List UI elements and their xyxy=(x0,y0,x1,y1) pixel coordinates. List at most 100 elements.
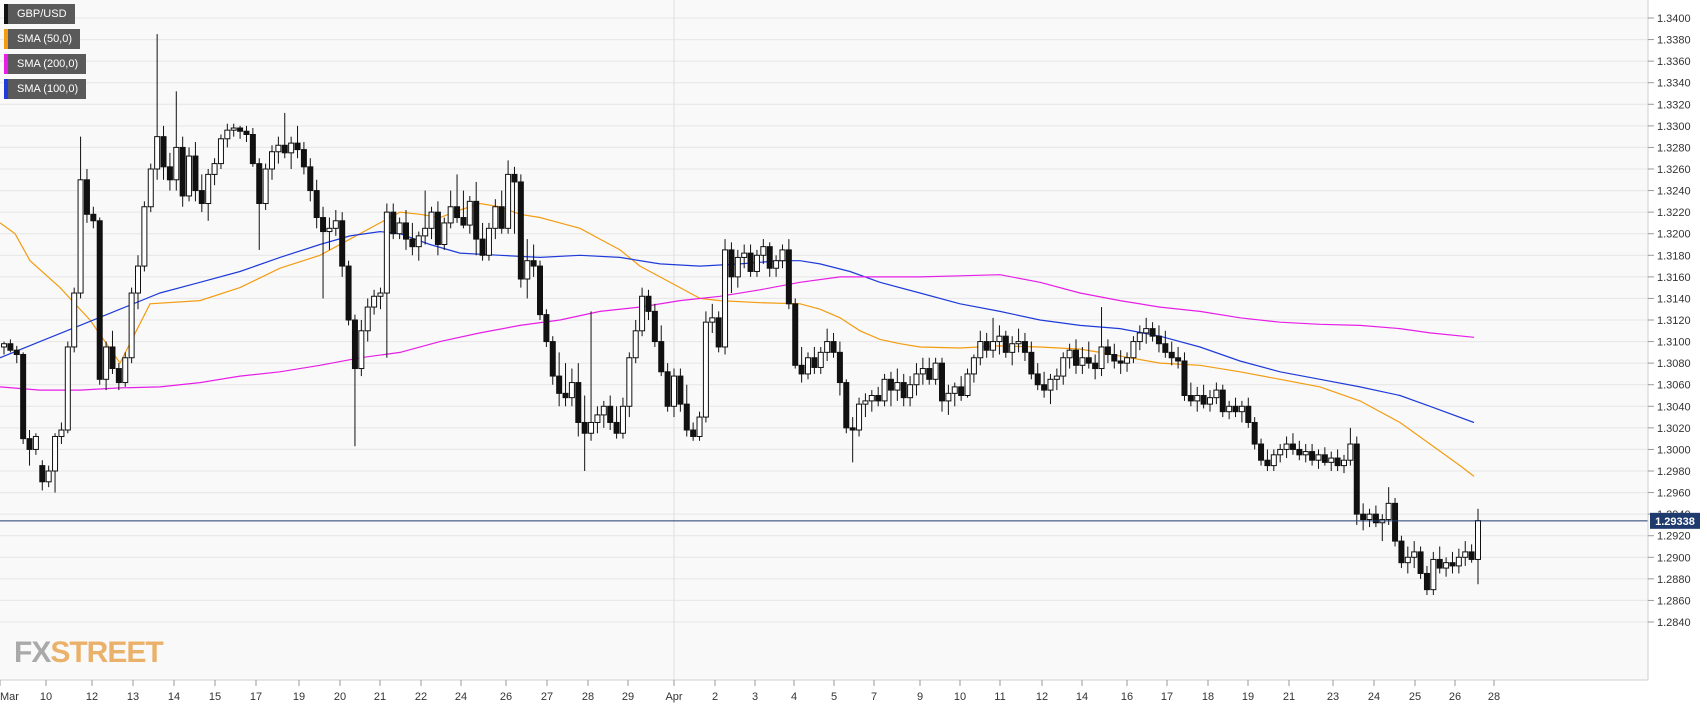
candle-body xyxy=(275,144,282,153)
candle-body xyxy=(383,211,390,294)
x-tick-label: 9 xyxy=(917,691,923,703)
candle-body xyxy=(1104,346,1111,356)
candle-body xyxy=(575,382,582,423)
candle-body xyxy=(1226,405,1233,413)
candle xyxy=(894,368,901,401)
candle-body xyxy=(862,400,869,405)
candle-body xyxy=(1034,373,1041,386)
candle-body xyxy=(607,405,614,423)
candle xyxy=(1366,508,1373,528)
legend-label: GBP/USD xyxy=(8,4,75,24)
candle xyxy=(805,352,811,380)
candle xyxy=(575,363,582,437)
candle-body xyxy=(1066,349,1073,359)
candle-body xyxy=(281,144,288,154)
candle xyxy=(39,460,46,491)
candle xyxy=(862,393,869,418)
candle-body xyxy=(1289,443,1296,450)
candle xyxy=(1251,417,1258,450)
candle xyxy=(96,217,103,385)
candle-body xyxy=(939,362,945,402)
candle xyxy=(1219,384,1226,418)
y-tick-label: 1.3220 xyxy=(1657,207,1691,219)
candle-body xyxy=(90,213,97,222)
candle-body xyxy=(345,265,352,321)
candle xyxy=(1073,339,1079,374)
candle xyxy=(696,411,703,441)
candle xyxy=(613,406,620,439)
candle-body xyxy=(543,314,550,343)
legend-item-gbpusd[interactable]: GBP/USD xyxy=(4,4,86,24)
candle xyxy=(230,123,237,137)
candle-body xyxy=(996,335,1003,343)
candle-body xyxy=(645,295,652,312)
candle xyxy=(753,249,760,277)
legend-item-sma-50[interactable]: SMA (50,0) xyxy=(4,29,86,49)
candle xyxy=(830,332,837,358)
candle-body xyxy=(868,395,875,402)
candle xyxy=(511,166,518,234)
candle xyxy=(26,430,33,466)
candle-body xyxy=(154,136,161,170)
y-tick-label: 1.3300 xyxy=(1657,121,1691,133)
x-tick-label: 15 xyxy=(209,691,221,703)
candle-body xyxy=(288,142,295,154)
candle xyxy=(1175,346,1182,369)
candle xyxy=(1111,343,1118,369)
candle xyxy=(300,142,307,175)
candle-body xyxy=(562,392,569,399)
candle xyxy=(1392,497,1399,547)
candle-body xyxy=(779,249,786,262)
candle-body xyxy=(594,414,601,423)
candles xyxy=(1,34,1481,596)
candle-body xyxy=(7,343,14,351)
candle xyxy=(147,163,154,213)
candle xyxy=(396,217,403,240)
candle xyxy=(485,222,492,261)
candle-body xyxy=(300,149,307,168)
candle xyxy=(881,373,888,407)
current-price-tag: 1.29338 xyxy=(1650,512,1700,529)
candle-body xyxy=(1475,520,1481,560)
candle xyxy=(1238,400,1245,423)
legend-item-sma-100[interactable]: SMA (100,0) xyxy=(4,79,87,99)
candle-body xyxy=(945,392,952,402)
candle-body xyxy=(747,252,754,272)
candle-body xyxy=(485,227,492,256)
y-tick-label: 1.3200 xyxy=(1657,229,1691,241)
candle-body xyxy=(58,429,65,437)
candle xyxy=(1136,325,1143,351)
legend-item-sma-200[interactable]: SMA (200,0) xyxy=(4,54,87,74)
candle xyxy=(1021,332,1028,361)
candle xyxy=(1462,541,1469,566)
candle-body xyxy=(843,382,850,429)
candle xyxy=(1155,325,1162,353)
candle xyxy=(1353,436,1360,525)
candle-body xyxy=(1181,360,1188,397)
candle-body xyxy=(1309,451,1316,461)
candle-body xyxy=(358,330,365,370)
candle-body xyxy=(556,375,563,394)
candle-body xyxy=(964,373,971,396)
candle-body xyxy=(798,364,805,375)
candle-body xyxy=(875,395,882,402)
logo-fx: FX xyxy=(14,636,51,669)
candle-body xyxy=(805,357,811,375)
candle xyxy=(773,255,780,277)
candle xyxy=(964,368,971,398)
candle-body xyxy=(588,421,595,434)
candle-body xyxy=(511,173,518,183)
candle-body xyxy=(830,341,837,353)
legend-swatch xyxy=(4,79,8,99)
sma-line xyxy=(0,202,1475,477)
candle xyxy=(122,352,129,387)
candle-body xyxy=(766,246,773,269)
candle-body xyxy=(530,260,537,267)
candle xyxy=(422,190,429,245)
candle-body xyxy=(307,166,314,192)
candle-body xyxy=(1015,341,1022,345)
candle-body xyxy=(1468,551,1475,560)
candle xyxy=(307,158,314,202)
